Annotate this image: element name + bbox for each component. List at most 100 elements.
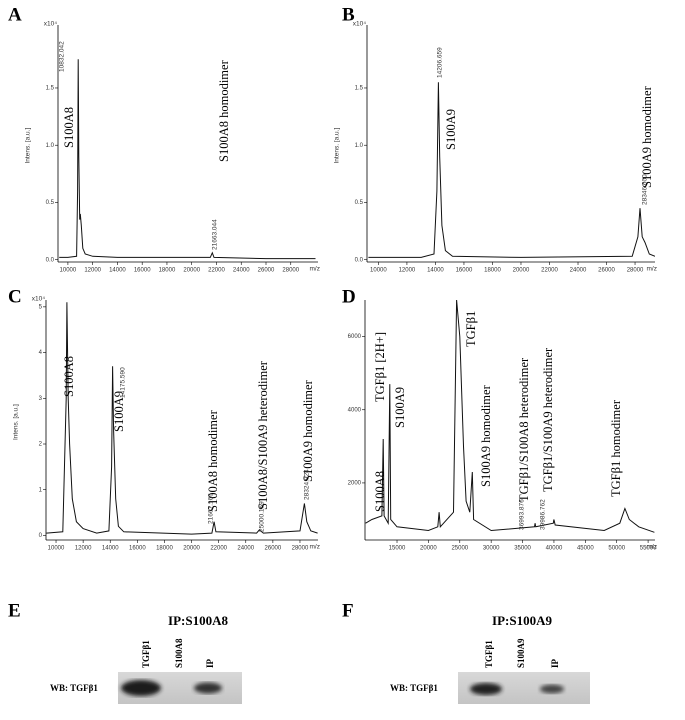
x-tick-label: 55000 (640, 546, 657, 552)
peak-mass-label: 39986.762 (540, 499, 547, 530)
peak-mass-label: 21663.044 (212, 219, 219, 250)
x-tick-label: 50000 (608, 546, 625, 552)
x-tick-label: 16000 (129, 546, 146, 552)
x-tick-label: 20000 (183, 546, 200, 552)
blot-band (470, 683, 502, 695)
x-tick-label: 14000 (102, 546, 119, 552)
x-tick-label: 18000 (156, 546, 173, 552)
blot-band (540, 684, 564, 694)
peak-annotation: TGFβ1/S100A9 heterodimer (541, 347, 555, 492)
lane-label: S100A8 (174, 638, 184, 668)
x-tick-label: 12000 (399, 268, 416, 274)
x-tick-label: 15000 (389, 546, 406, 552)
y-tick-label: 5 (39, 304, 43, 310)
x-tick-label: 18000 (484, 268, 501, 274)
y-tick-label: 1.5 (355, 86, 364, 92)
peak-annotation: S100A8/S100A9 heterodimer (256, 360, 270, 510)
x-tick-label: 20000 (420, 546, 437, 552)
x-tick-label: 25000 (451, 546, 468, 552)
y-multiplier: x10⁴ (32, 296, 45, 303)
x-tick-label: 22000 (208, 268, 225, 274)
y-tick-label: 3 (39, 396, 43, 402)
x-tick-label: 12000 (75, 546, 92, 552)
peak-mass-label: 14206.659 (437, 47, 444, 78)
peak-annotation: S100A8 (62, 107, 76, 148)
peak-mass-label: 28324.924 (304, 469, 311, 500)
blot-title: IP:S100A8 (168, 613, 228, 628)
x-axis-label: m/z (647, 266, 657, 273)
y-tick-label: 0.5 (355, 200, 364, 206)
x-tick-label: 45000 (577, 546, 594, 552)
peak-annotation: S100A8 (62, 356, 76, 397)
x-tick-label: 14000 (427, 268, 444, 274)
x-tick-label: 26000 (265, 546, 282, 552)
panel-letter: C (8, 286, 22, 307)
x-tick-label: 16000 (456, 268, 473, 274)
y-tick-label: 1.5 (46, 86, 55, 92)
x-tick-label: 24000 (237, 546, 254, 552)
blot-title: IP:S100A9 (492, 613, 552, 628)
x-tick-label: 35000 (514, 546, 531, 552)
x-tick-label: 26000 (598, 268, 615, 274)
peak-annotation: TGFβ1 homodimer (609, 399, 623, 497)
x-tick-label: 20000 (513, 268, 530, 274)
x-tick-label: 24000 (233, 268, 250, 274)
y-axis-label: Intens. [a.u.] (13, 404, 20, 440)
spectrum-line (46, 302, 318, 535)
peak-mass-label: 25000.159 (259, 501, 266, 532)
peak-annotation: S100A9 (112, 391, 126, 432)
x-tick-label: 28000 (282, 268, 299, 274)
lane-label: S100A9 (516, 638, 526, 668)
x-tick-label: 24000 (570, 268, 587, 274)
spectrum-line (365, 300, 655, 533)
x-tick-label: 10000 (48, 546, 65, 552)
lane-label: TGFβ1 (484, 640, 494, 668)
x-tick-label: 26000 (258, 268, 275, 274)
x-tick-label: 10000 (370, 268, 387, 274)
x-tick-label: 16000 (134, 268, 151, 274)
peak-mass-label: 28346.600 (642, 174, 649, 205)
panel-letter: F (342, 600, 354, 621)
y-tick-label: 6000 (348, 334, 362, 340)
peak-mass-label: 14175.590 (120, 367, 127, 398)
x-axis-label: m/z (647, 544, 657, 551)
y-tick-label: 0 (39, 533, 43, 539)
y-tick-label: 1.0 (46, 143, 55, 149)
peak-annotation: S100A9 homodimer (479, 384, 493, 487)
y-tick-label: 4000 (348, 407, 362, 413)
x-tick-label: 12000 (84, 268, 101, 274)
y-tick-label: 2 (39, 442, 43, 448)
y-axis-label: Intens. [a.u.] (334, 128, 341, 164)
y-multiplier: x10⁴ (44, 21, 57, 28)
x-tick-label: 14000 (109, 268, 126, 274)
spectrum-line (59, 59, 316, 260)
panel-letter: A (8, 4, 22, 25)
panel-letter: B (342, 4, 355, 25)
blot-row-label: WB: TGFβ1 (50, 683, 98, 693)
peak-mass-label: 10832.042 (59, 41, 66, 72)
y-tick-label: 2000 (348, 481, 362, 487)
x-axis-label: m/z (310, 266, 320, 273)
peak-mass-label: 36993.876 (519, 499, 526, 530)
lane-label: TGFβ1 (141, 640, 151, 668)
x-tick-label: 20000 (183, 268, 200, 274)
peak-annotation: S100A9 (444, 109, 458, 150)
spectrum-line (368, 82, 655, 258)
blot-band (121, 680, 161, 696)
y-tick-label: 4 (39, 350, 43, 356)
x-tick-label: 10000 (60, 268, 77, 274)
panel-letter: D (342, 286, 356, 307)
x-tick-label: 18000 (159, 268, 176, 274)
x-tick-label: 28000 (627, 268, 644, 274)
y-multiplier: x10⁴ (353, 21, 366, 28)
peak-annotation: S100A8 homodimer (217, 59, 231, 162)
x-axis-label: m/z (310, 544, 320, 551)
y-axis-label: Intens. [a.u.] (25, 128, 32, 164)
y-tick-label: 0.0 (355, 257, 364, 263)
peak-annotation: TGFβ1 [2H+] (373, 332, 387, 402)
x-tick-label: 22000 (210, 546, 227, 552)
x-tick-label: 30000 (483, 546, 500, 552)
y-tick-label: 1.0 (355, 143, 364, 149)
peak-mass-label: 21667.166 (208, 493, 215, 524)
